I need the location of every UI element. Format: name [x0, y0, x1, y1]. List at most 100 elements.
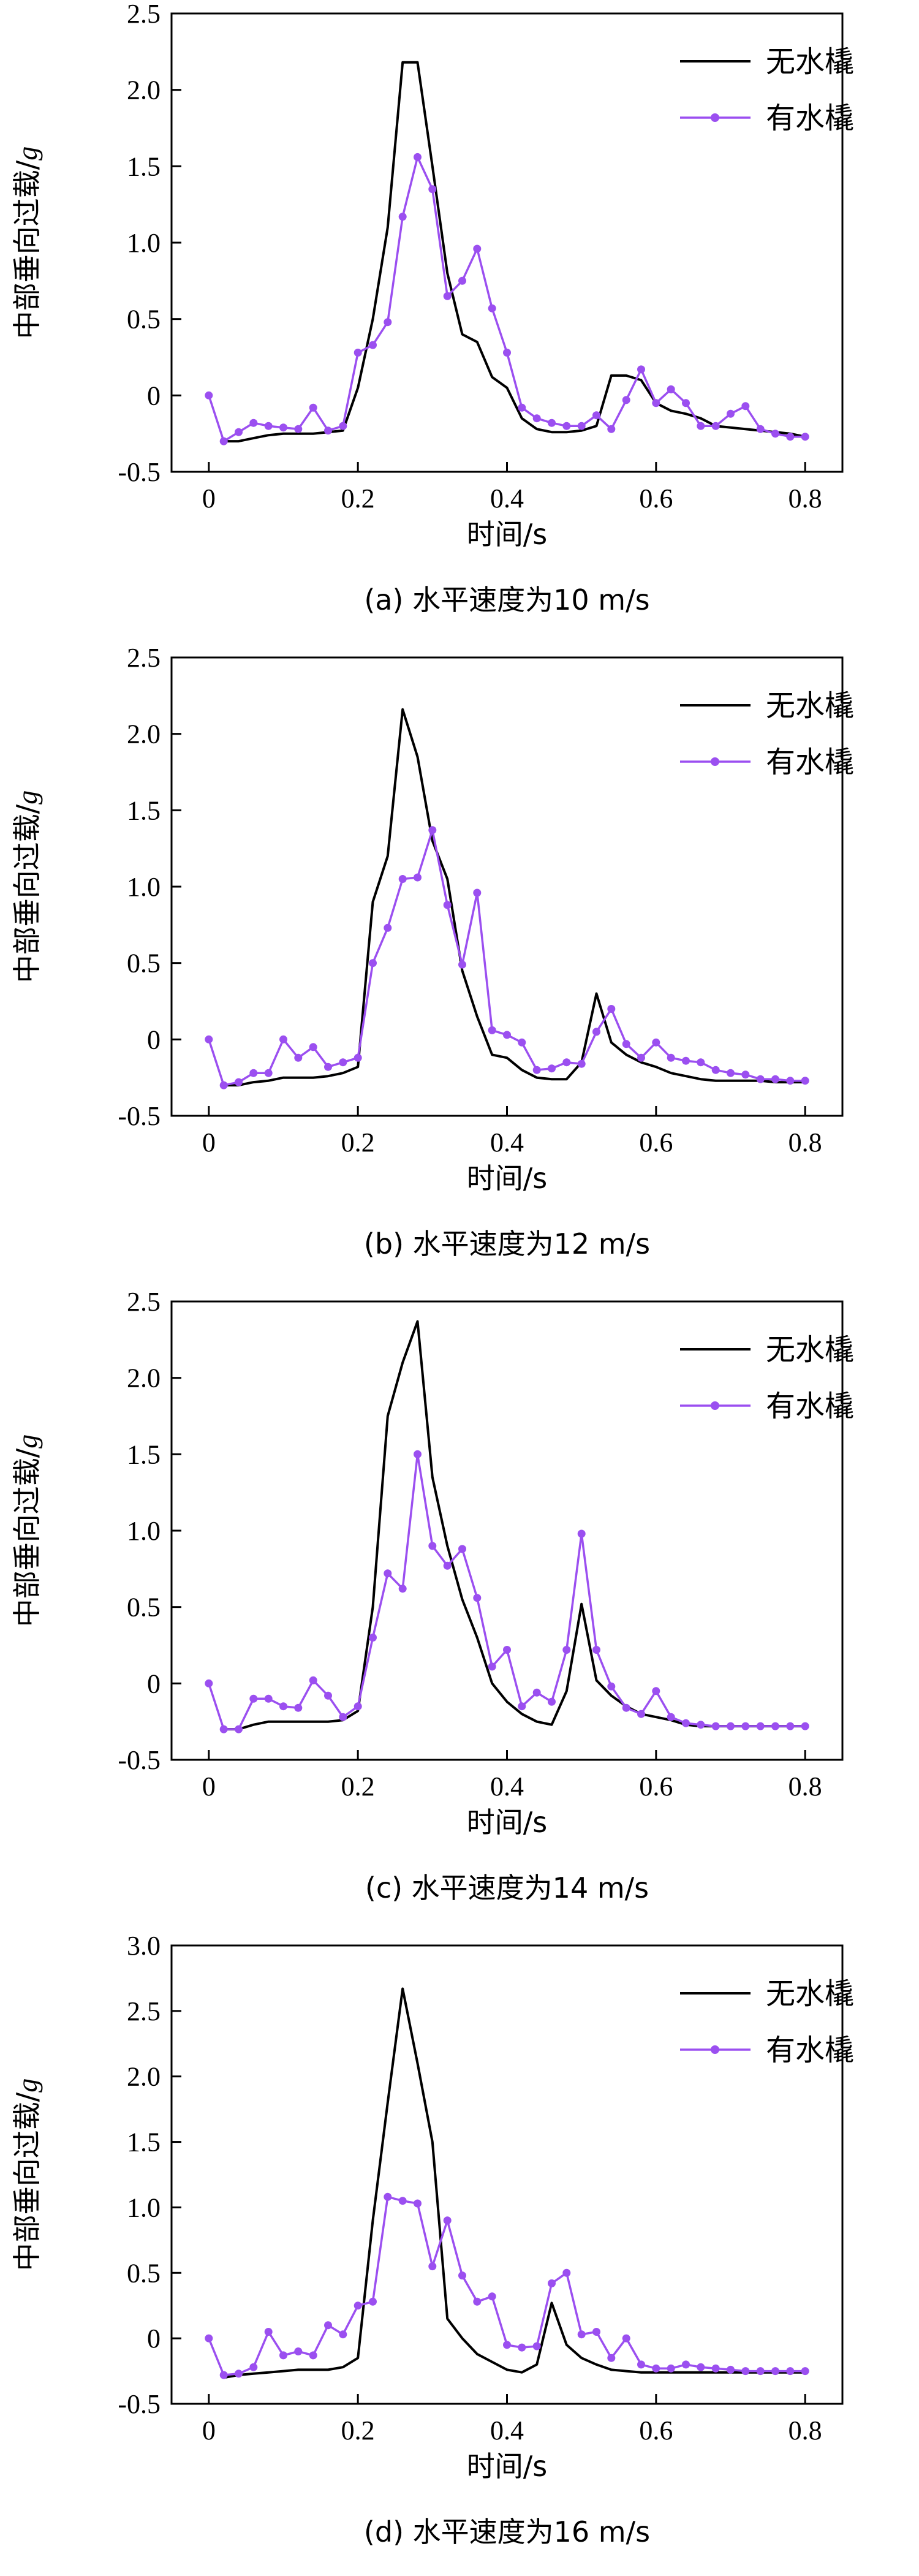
data-point: [428, 826, 437, 835]
y-axis-title-unit: g: [12, 146, 43, 161]
x-tick-label: 0.6: [639, 2415, 673, 2445]
data-point: [548, 2279, 556, 2287]
series-no-ski: [223, 1987, 806, 2379]
legend-label: 无水橇: [766, 1333, 854, 1367]
data-point: [219, 437, 228, 445]
y-tick-label: 0: [147, 381, 161, 411]
x-tick-label: 0.6: [639, 1127, 673, 1157]
data-point: [414, 2199, 422, 2208]
y-axis-title-text: 中部垂向过载/: [10, 1448, 43, 1627]
y-tick-label: 0.5: [127, 2258, 161, 2288]
y-tick-label: 1.5: [127, 1439, 161, 1469]
series-no-ski: [224, 708, 806, 1087]
data-point: [711, 422, 720, 430]
data-point: [503, 2341, 511, 2349]
data-point: [771, 1722, 779, 1730]
data-point: [518, 1038, 526, 1047]
series-with-ski: [205, 2192, 809, 2379]
data-point: [532, 1066, 541, 1074]
y-tick-label: 1.0: [127, 1516, 161, 1546]
data-point: [577, 1059, 586, 1068]
data-point: [607, 1682, 616, 1691]
data-point: [235, 1725, 243, 1733]
data-point: [607, 425, 616, 433]
data-point: [667, 1713, 675, 1721]
plot-frame: [170, 1300, 844, 1761]
data-point: [324, 1691, 332, 1700]
x-tick-label: 0.8: [789, 2415, 822, 2445]
data-point: [324, 1063, 332, 1071]
panel-caption: (b) 水平速度为12 m/s: [364, 1227, 650, 1260]
chart-panel-b: 0 0.2 0.4 0.6 0.8 -0.5 0 0.5 1.0 1.5 2.0 2.5 时间/s 中部垂…: [10, 643, 854, 1260]
data-point: [279, 1035, 287, 1044]
data-point: [682, 2360, 690, 2369]
data-point: [294, 1053, 303, 1062]
legend-label: 无水橇: [766, 1977, 854, 2011]
y-tick-label: 2.5: [127, 1287, 161, 1317]
series-with-ski: [205, 826, 809, 1089]
data-point: [309, 1676, 317, 1684]
y-axis-title-unit: g: [12, 1434, 43, 1449]
data-point: [398, 875, 407, 883]
data-point: [443, 1561, 452, 1570]
data-point: [532, 414, 541, 423]
data-point: [264, 1694, 273, 1703]
data-point: [652, 2364, 660, 2373]
data-point: [443, 901, 452, 909]
data-point: [369, 959, 377, 968]
data-point: [235, 2370, 243, 2378]
data-point: [622, 1703, 630, 1712]
x-tick-label: 0.4: [490, 1127, 524, 1157]
y-tick-label: 2.0: [127, 1363, 161, 1393]
data-point: [458, 276, 466, 285]
data-point: [801, 1077, 809, 1085]
panel-caption: (a) 水平速度为10 m/s: [364, 583, 649, 616]
data-point: [473, 1594, 482, 1602]
data-point: [741, 2367, 750, 2376]
y-tick-label: 0: [147, 1025, 161, 1055]
y-tick-label: 0: [147, 1669, 161, 1699]
data-point: [741, 1722, 750, 1730]
legend-label: 有水橇: [766, 2033, 854, 2067]
data-point: [637, 2360, 645, 2369]
y-tick-label: 0.5: [127, 1593, 161, 1623]
data-point: [562, 2268, 571, 2277]
y-tick-label: -0.5: [118, 2389, 161, 2419]
data-point: [548, 1697, 556, 1706]
data-point: [339, 2330, 347, 2339]
data-point: [398, 1585, 407, 1593]
y-tick-label: 1.5: [127, 2127, 161, 2157]
data-point: [607, 2354, 616, 2362]
data-point: [607, 1005, 616, 1013]
y-tick-label: 1.0: [127, 2192, 161, 2222]
y-tick-label: 0.5: [127, 305, 161, 335]
data-point: [473, 2297, 482, 2306]
legend-marker: [711, 2045, 719, 2054]
data-point: [414, 873, 422, 882]
data-point: [518, 403, 526, 412]
data-point: [309, 1043, 317, 1051]
data-point: [339, 1058, 347, 1067]
data-point: [727, 1069, 735, 1077]
data-point: [294, 2347, 303, 2355]
data-point: [652, 1038, 660, 1047]
data-point: [235, 428, 243, 436]
data-point: [532, 2342, 541, 2351]
series-no-ski: [224, 1320, 806, 1731]
data-point: [562, 422, 571, 430]
data-point: [473, 888, 482, 897]
data-point: [503, 349, 511, 357]
legend-label: 有水橇: [766, 745, 854, 779]
data-point: [667, 1053, 675, 1062]
series-with-ski: [205, 153, 809, 445]
series-line: [224, 708, 806, 1087]
data-point: [428, 1542, 437, 1550]
data-point: [697, 2363, 705, 2371]
data-point: [577, 1529, 586, 1538]
x-tick-label: 0: [202, 1127, 216, 1157]
chart-panel-d: 0 0.2 0.4 0.6 0.8 -0.5 0 0.5 1.0 1.5 2.0 2.5 3.0 时间/s…: [10, 1931, 854, 2548]
data-point: [264, 422, 273, 430]
data-point: [697, 1058, 705, 1067]
x-tick-label: 0.4: [490, 2415, 524, 2445]
